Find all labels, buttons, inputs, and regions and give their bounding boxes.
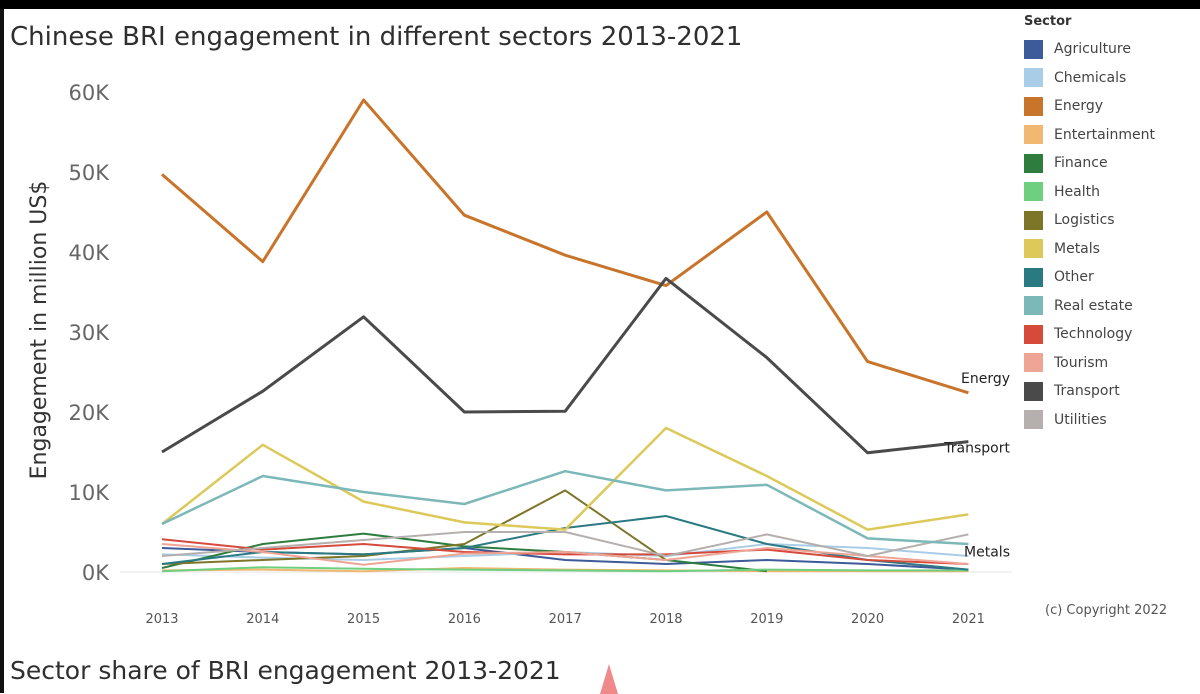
y-tick-label: 10K — [69, 481, 111, 505]
y-tick-label: 20K — [69, 401, 111, 425]
x-tick-label: 2020 — [851, 612, 884, 627]
end-label-metals: Metals — [964, 544, 1010, 560]
y-tick-label: 40K — [69, 241, 111, 265]
y-tick-label: 0K — [82, 561, 110, 585]
legend: Sector Agriculture Chemicals Energy Enterta… — [1024, 14, 1194, 434]
legend-label: Real estate — [1054, 297, 1133, 314]
legend-label: Energy — [1054, 98, 1104, 115]
legend-label: Agriculture — [1054, 41, 1131, 58]
series-lines — [161, 98, 969, 573]
legend-swatch — [1024, 324, 1043, 344]
end-label-energy: Energy — [961, 371, 1010, 387]
legend-item-transport[interactable]: Transport — [1024, 377, 1194, 406]
left-border — [0, 9, 4, 693]
legend-label: Health — [1054, 183, 1100, 200]
series-line-metals — [161, 426, 969, 531]
legend-swatch — [1024, 39, 1043, 59]
legend-label: Logistics — [1054, 212, 1115, 229]
legend-label: Transport — [1054, 383, 1120, 400]
legend-swatch — [1024, 68, 1043, 88]
legend-label: Other — [1054, 269, 1094, 286]
legend-item-energy[interactable]: Energy — [1024, 92, 1194, 121]
x-tick-label: 2015 — [347, 612, 380, 627]
end-labels: Energy Transport Metals — [943, 371, 1010, 561]
copyright-note: (c) Copyright 2022 — [1045, 603, 1168, 618]
legend-item-tourism[interactable]: Tourism — [1024, 349, 1194, 378]
y-tick-label: 60K — [69, 81, 111, 105]
legend-swatch — [1024, 125, 1043, 145]
series-line-tourism — [161, 543, 969, 566]
legend-label: Technology — [1054, 326, 1133, 343]
x-tick-label: 2017 — [549, 612, 582, 627]
legend-swatch — [1024, 267, 1043, 287]
legend-item-other[interactable]: Other — [1024, 263, 1194, 292]
legend-swatch — [1024, 296, 1043, 316]
legend-item-real-estate[interactable]: Real estate — [1024, 292, 1194, 321]
y-axis-label: Engagement in million US$ — [27, 181, 52, 480]
x-axis: 2013 2014 2015 2016 2017 2018 2019 2020 2021 — [145, 612, 984, 627]
y-axis: 0K 10K 20K 30K 40K 50K 60K — [69, 81, 111, 585]
series-line-real-estate — [161, 469, 969, 546]
x-tick-label: 2021 — [952, 612, 985, 627]
legend-item-chemicals[interactable]: Chemicals — [1024, 64, 1194, 93]
legend-item-logistics[interactable]: Logistics — [1024, 206, 1194, 235]
legend-item-agriculture[interactable]: Agriculture — [1024, 35, 1194, 64]
legend-item-technology[interactable]: Technology — [1024, 320, 1194, 349]
x-tick-label: 2013 — [145, 612, 178, 627]
legend-swatch — [1024, 381, 1043, 401]
y-tick-label: 30K — [69, 321, 111, 345]
legend-label: Utilities — [1054, 411, 1107, 428]
legend-item-utilities[interactable]: Utilities — [1024, 406, 1194, 435]
legend-label: Entertainment — [1054, 126, 1156, 143]
legend-label: Finance — [1054, 155, 1108, 172]
legend-swatch — [1024, 210, 1043, 230]
legend-item-finance[interactable]: Finance — [1024, 149, 1194, 178]
x-tick-label: 2018 — [649, 612, 682, 627]
legend-title: Sector — [1024, 14, 1072, 29]
legend-swatch — [1024, 96, 1043, 116]
top-border — [0, 0, 1200, 9]
legend-label: Tourism — [1054, 354, 1109, 371]
legend-swatch — [1024, 239, 1043, 259]
red-marker-shape — [600, 664, 618, 694]
series-line-health — [161, 566, 969, 573]
series-line-utilities — [161, 531, 969, 557]
legend-swatch — [1024, 353, 1043, 373]
series-line-logistics — [161, 489, 667, 565]
legend-swatch — [1024, 410, 1043, 430]
legend-swatch — [1024, 153, 1043, 173]
legend-item-entertainment[interactable]: Entertainment — [1024, 121, 1194, 150]
series-line-energy — [161, 98, 969, 395]
series-line-transport — [161, 276, 969, 455]
legend-label: Metals — [1054, 240, 1100, 257]
chart-title: Chinese BRI engagement in different sect… — [10, 22, 743, 52]
x-tick-label: 2019 — [750, 612, 783, 627]
line-chart: 0K 10K 20K 30K 40K 50K 60K Engagement in milli… — [27, 81, 1012, 627]
end-label-transport: Transport — [943, 441, 1010, 457]
legend-item-health[interactable]: Health — [1024, 178, 1194, 207]
x-tick-label: 2014 — [246, 612, 279, 627]
legend-swatch — [1024, 182, 1043, 202]
legend-label: Chemicals — [1054, 69, 1127, 86]
legend-item-metals[interactable]: Metals — [1024, 235, 1194, 264]
x-tick-label: 2016 — [448, 612, 481, 627]
y-tick-label: 50K — [69, 161, 111, 185]
next-section-title: Sector share of BRI engagement 2013-2021 — [10, 656, 561, 685]
series-line-technology — [161, 538, 969, 565]
